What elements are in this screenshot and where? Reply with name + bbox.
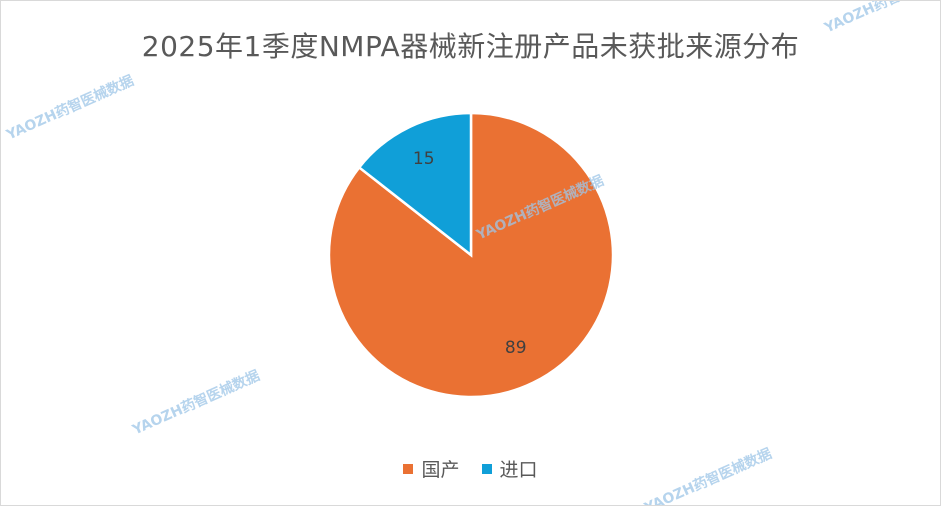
legend-swatch-domestic [403,463,414,474]
data-label-domestic: 89 [505,338,527,358]
data-label-imported: 15 [413,149,435,169]
legend-item-domestic: 国产 [403,455,460,482]
legend-label-imported: 进口 [499,459,538,481]
chart-title: 2025年1季度NMPA器械新注册产品未获批来源分布 [141,30,800,63]
chart-legend: 国产 进口 [1,455,940,482]
legend-label-domestic: 国产 [421,459,460,481]
legend-item-imported: 进口 [481,455,538,482]
legend-swatch-imported [481,463,492,474]
pie-slice-imported [357,111,473,258]
